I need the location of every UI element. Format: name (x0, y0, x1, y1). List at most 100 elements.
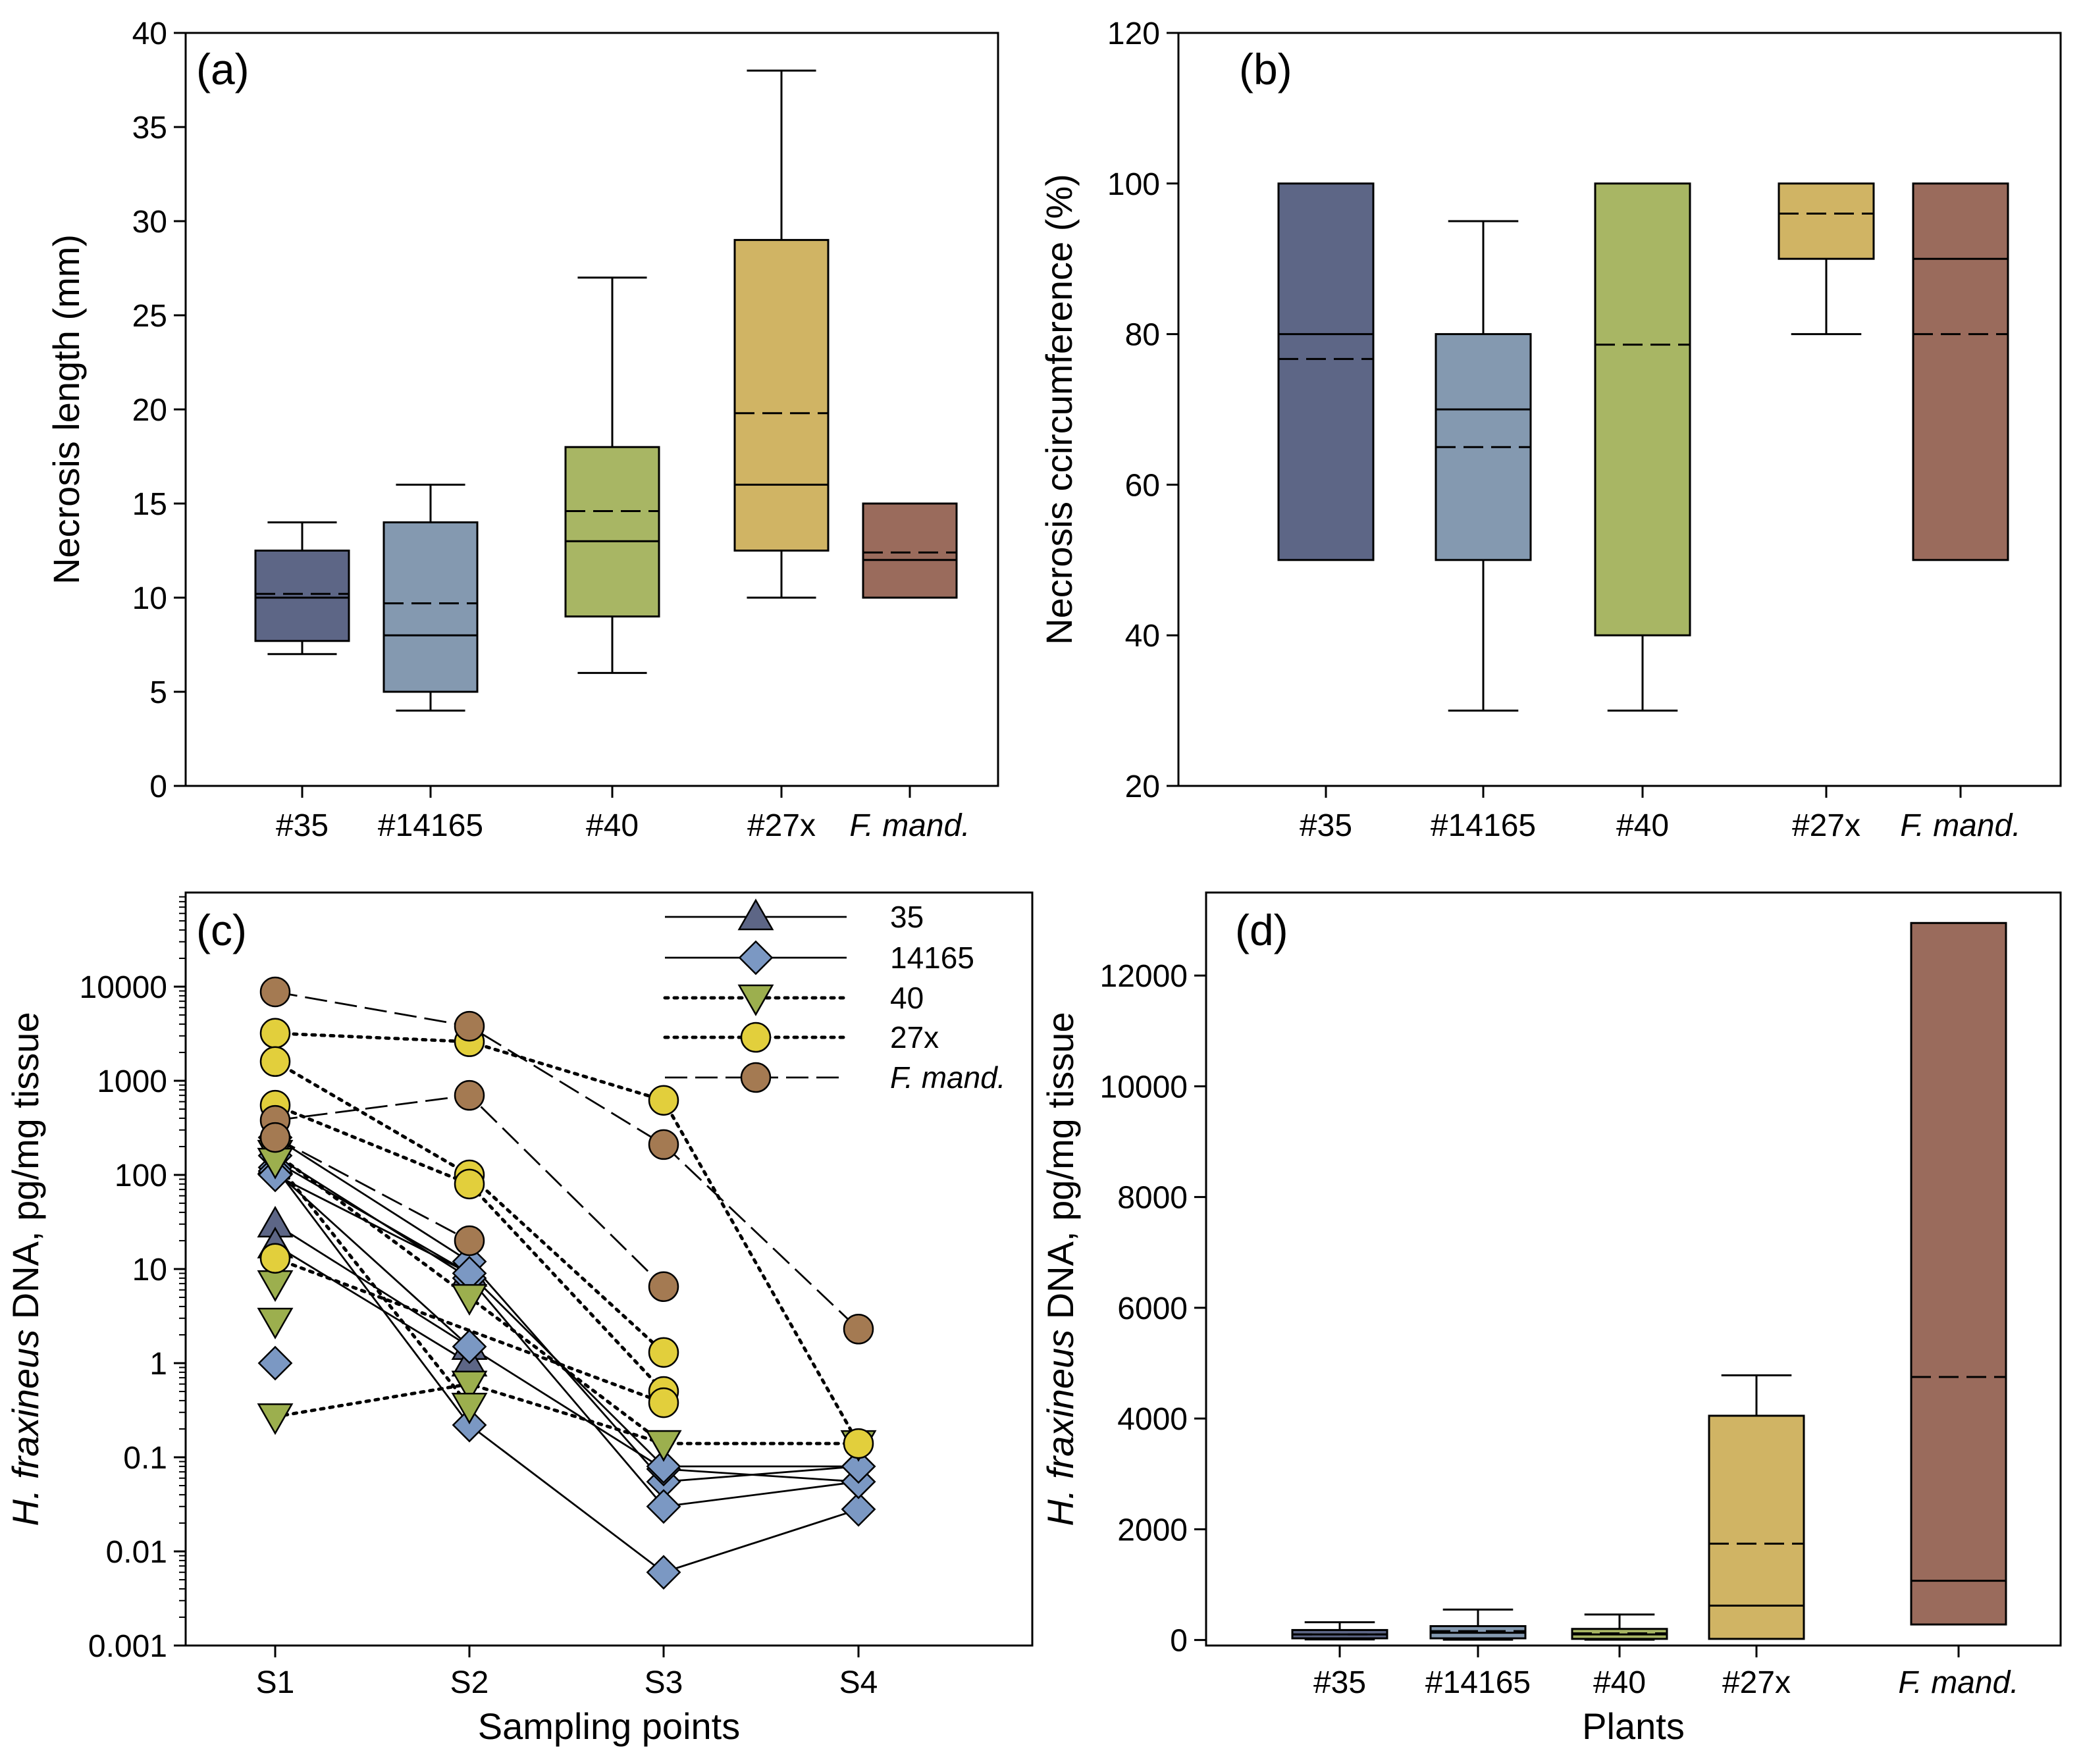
legend-item: F. mand. (665, 1060, 1006, 1095)
series-line-fmand (275, 1136, 470, 1242)
marker-diamond (841, 1449, 876, 1484)
x-tick-label: F. mand. (849, 808, 970, 843)
y-tick-label: 20 (132, 393, 167, 428)
y-tick-label: 1 (149, 1347, 167, 1382)
box-body (1912, 182, 2009, 561)
panel-c-chart: 0.001 0.01 0.1 1 10 100 1000 10000 S1 S2 S3 S4 H. fr… (5, 891, 1034, 1747)
marker-circle (259, 1122, 291, 1153)
legend: 35 14165 40 27x F. mand. (663, 898, 1006, 1095)
x-tick-label: S2 (450, 1665, 489, 1700)
box-3 (564, 276, 660, 674)
marker-diamond (452, 1407, 487, 1443)
y-tick-label: 40 (132, 16, 167, 51)
series-line-fmand (275, 991, 859, 1330)
marker-circle (259, 1243, 291, 1274)
y-tick-label: 4000 (1117, 1402, 1188, 1437)
marker-circle (843, 1314, 874, 1345)
series-line-27x (273, 1103, 666, 1393)
marker-diamond (452, 1329, 487, 1364)
y-tick-label: 12000 (1100, 959, 1188, 994)
y-tick-label: 0.001 (88, 1629, 167, 1664)
marker-circle (454, 1079, 485, 1111)
box-body (1910, 921, 2007, 1626)
box-body (254, 550, 350, 642)
y-tick-label: 6000 (1117, 1291, 1188, 1326)
marker-circle (454, 1225, 485, 1257)
y-axis-label: Necrosis length (mm) (45, 234, 87, 584)
box-body (382, 521, 479, 693)
y-axis-label-species: H. fraxineus (5, 1330, 46, 1526)
legend-item: 40 (663, 981, 924, 1016)
series-line-27x (273, 1031, 860, 1445)
marker-circle (648, 1387, 679, 1418)
series-line-40 (273, 1159, 471, 1408)
y-tick-label: 10000 (80, 970, 167, 1005)
box-body (1778, 182, 1875, 260)
y-tick-label: 8000 (1117, 1181, 1188, 1216)
y-tick-label: 10 (132, 581, 167, 616)
plot-frame (1177, 32, 2062, 787)
series-markers (257, 976, 877, 1590)
y-axis-label: H. fraxineus DNA, pg/mg tissue (1040, 1012, 1081, 1526)
y-axis-label-unit: DNA, pg/mg tissue (1040, 1012, 1081, 1329)
box-body (1277, 182, 1375, 561)
y-tick-label: 1000 (97, 1064, 167, 1099)
x-tick-label: #27x (1792, 808, 1860, 843)
box-3 (1571, 1613, 1668, 1641)
marker-triangle-up (737, 898, 774, 931)
x-tick-label: #14165 (1431, 808, 1536, 843)
box-body (1594, 182, 1691, 636)
legend-item: 14165 (665, 940, 974, 975)
series-line-14165 (275, 1154, 859, 1508)
series-line-14165 (275, 1136, 859, 1483)
box-body (564, 446, 660, 618)
box-4 (733, 69, 830, 599)
marker-diamond (646, 1555, 681, 1590)
x-tick-label: #35 (1313, 1665, 1366, 1700)
x-tick-label: #27x (747, 808, 816, 843)
x-tick-label: #40 (586, 808, 639, 843)
y-tick-label: 100 (115, 1158, 167, 1193)
x-tick-label: F. mand. (1900, 808, 2020, 843)
x-tick-label: #35 (1300, 808, 1352, 843)
x-tick-label: S4 (839, 1665, 878, 1700)
y-tick-label: 5 (149, 675, 167, 710)
y-tick-label: 20 (1125, 769, 1160, 804)
series-line-35 (275, 1244, 470, 1364)
y-tick-label: 40 (1125, 619, 1160, 654)
box-1 (1291, 1621, 1388, 1641)
panel-label: (a) (196, 45, 250, 93)
y-tick-label: 15 (132, 487, 167, 522)
y-tick-label: 100 (1107, 167, 1160, 202)
box-5 (1912, 182, 2009, 561)
box-2 (382, 483, 479, 712)
panel-label: (d) (1235, 906, 1288, 954)
y-tick-label: 60 (1125, 468, 1160, 503)
marker-circle (648, 1129, 679, 1160)
y-tick-label: 0 (1170, 1624, 1188, 1659)
box-body (733, 239, 830, 552)
legend-label: 14165 (890, 941, 974, 975)
x-tick-label: #35 (276, 808, 329, 843)
box-1 (254, 521, 350, 656)
box-4 (1708, 1374, 1805, 1640)
box-1 (1277, 182, 1375, 561)
box-2 (1429, 1608, 1527, 1641)
x-tick-label: F. mand. (1898, 1665, 2018, 1700)
y-tick-label: 0.1 (123, 1441, 167, 1476)
y-axis-label-species: H. fraxineus (1040, 1330, 1081, 1526)
series-line-14165 (274, 1166, 859, 1574)
y-tick-label: 0.01 (106, 1535, 167, 1570)
marker-triangle-down (451, 1392, 488, 1425)
marker-triangle-down (737, 984, 774, 1016)
x-tick-label: #14165 (1425, 1665, 1531, 1700)
panel-a-chart: 0 5 10 15 20 25 30 35 40 #35 #14165 #40 #27x F. mand.… (45, 16, 999, 843)
x-tick-label: #27x (1722, 1665, 1791, 1700)
marker-diamond (646, 1489, 681, 1524)
legend-label: 40 (890, 981, 924, 1015)
marker-triangle-down (257, 1403, 294, 1436)
legend-label: 35 (890, 900, 924, 934)
marker-diamond (257, 1345, 293, 1381)
y-tick-label: 35 (132, 111, 167, 145)
